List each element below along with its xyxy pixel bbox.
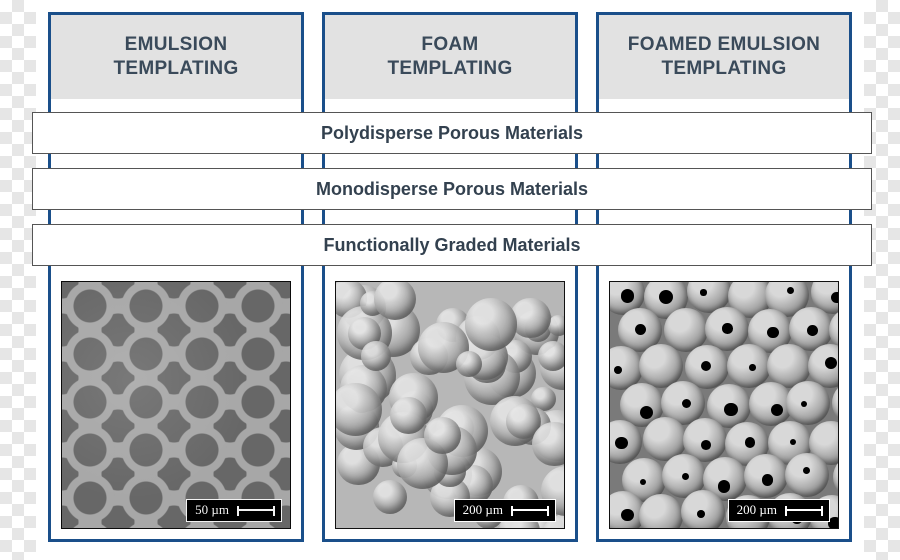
column-header: EMULSIONTEMPLATING [51,15,301,99]
column-foam: FOAMTEMPLATING 200 µm [322,12,578,542]
band-fgm: Functionally Graded Materials [32,224,872,266]
scale-label: 200 µm [463,502,503,518]
scale-bar: 200 µm [454,499,556,522]
band-monodisperse: Monodisperse Porous Materials [32,168,872,210]
scale-label: 200 µm [737,502,777,518]
column-title: FOAMTEMPLATING [387,33,512,81]
column-foamed-emulsion: FOAMED EMULSIONTEMPLATING 200 µm [596,12,852,542]
figure-root: EMULSIONTEMPLATING 50 µm FOAMTEMPLATING … [0,0,900,560]
scale-bar: 50 µm [186,499,282,522]
scale-bar-line [237,509,275,511]
scale-bar: 200 µm [728,499,830,522]
band-polydisperse: Polydisperse Porous Materials [32,112,872,154]
material-bands: Polydisperse Porous Materials Monodisper… [32,112,872,266]
transparency-checker-right [864,0,900,560]
band-label: Functionally Graded Materials [323,235,580,256]
sem-image-emulsion: 50 µm [61,281,291,529]
band-label: Polydisperse Porous Materials [321,123,583,144]
transparency-checker-left [0,0,36,560]
column-title: EMULSIONTEMPLATING [113,33,238,81]
scale-bar-line [511,509,549,511]
column-emulsion: EMULSIONTEMPLATING 50 µm [48,12,304,542]
columns-row: EMULSIONTEMPLATING 50 µm FOAMTEMPLATING … [48,12,852,542]
scale-bar-line [785,509,823,511]
sem-image-foamed-emulsion: 200 µm [609,281,839,529]
column-title: FOAMED EMULSIONTEMPLATING [628,33,820,81]
column-header: FOAMED EMULSIONTEMPLATING [599,15,849,99]
sem-image-foam: 200 µm [335,281,565,529]
band-label: Monodisperse Porous Materials [316,179,588,200]
scale-label: 50 µm [195,502,229,518]
column-header: FOAMTEMPLATING [325,15,575,99]
